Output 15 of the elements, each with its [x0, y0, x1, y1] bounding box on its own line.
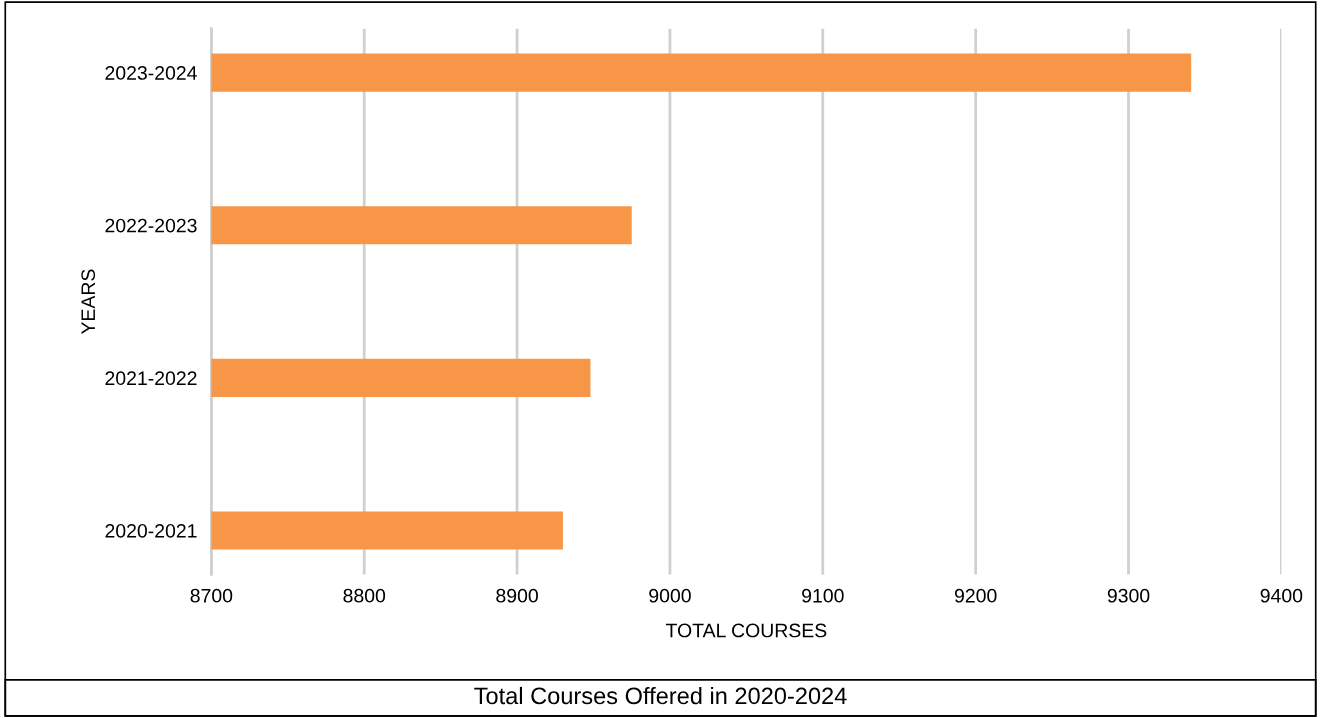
x-tick-label: 9100 — [802, 588, 844, 603]
y-tick-label: 2023-2024 — [105, 66, 197, 80]
x-tick-label: 9300 — [1107, 588, 1150, 603]
y-tick-label: 2021-2022 — [105, 371, 197, 386]
x-tick-label: 8900 — [496, 588, 538, 603]
y-tick-label: 2022-2023 — [105, 218, 197, 233]
x-tick-label: 9200 — [954, 588, 997, 603]
x-tick-label: 9400 — [1260, 588, 1303, 603]
text: Total Courses Offered in 2020-2024 — [474, 686, 847, 705]
y-axis-title: YEARS — [81, 269, 96, 335]
x-tick-label: 8700 — [190, 588, 233, 603]
x-axis-title: TOTAL COURSES — [665, 623, 827, 638]
x-tick-label: 9000 — [649, 588, 691, 603]
y-tick-label: 2020-2021 — [105, 523, 197, 538]
x-tick-label: 8800 — [343, 588, 386, 603]
